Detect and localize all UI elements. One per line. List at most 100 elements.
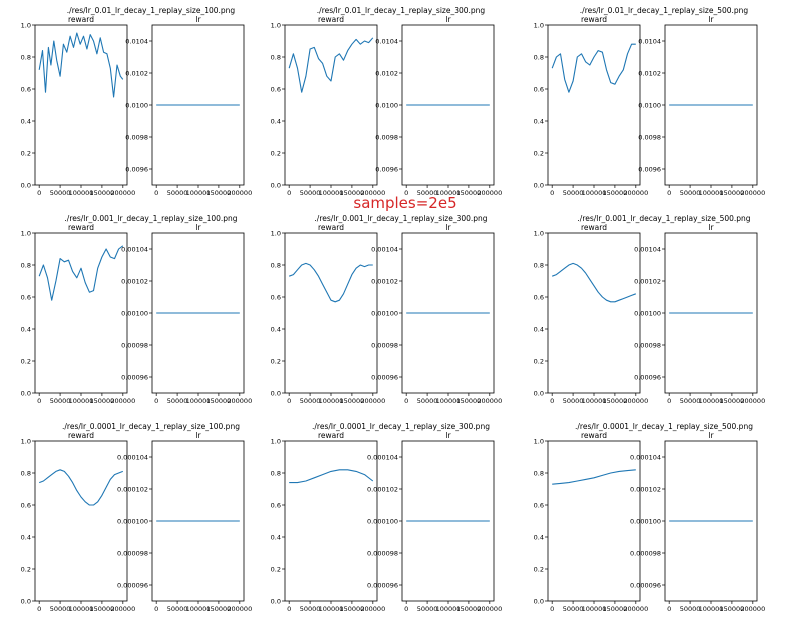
lr-ytick-label: 0.00100 [121, 309, 148, 317]
reward-ytick-label: 0.8 [271, 53, 281, 61]
reward-series-line [39, 469, 123, 506]
reward-ytick-label: 0.8 [271, 261, 281, 269]
reward-axes-frame [284, 24, 378, 186]
reward-series-line [552, 262, 636, 303]
reward-axes-frame [547, 232, 641, 394]
lr-ytick-label: 0.0098 [125, 133, 148, 141]
reward-xtick-label: 50000 [300, 397, 321, 405]
lr-ytick-label: 0.0102 [638, 69, 661, 77]
lr-subplot: lr 0.00096 0.00098 0.00100 0.00102 0.00104 0 50… [121, 223, 252, 405]
lr-ytick-label: 0.00100 [634, 309, 661, 317]
reward-ytick-label: 0.6 [271, 501, 281, 509]
panel-4: ./res/lr_0.001_lr_decay_1_replay_size_10… [21, 214, 253, 405]
reward-ytick-label: 0.2 [534, 149, 544, 157]
reward-title: reward [68, 15, 94, 24]
reward-xtick-label: 50000 [300, 189, 321, 197]
reward-ytick-label: 1.0 [21, 437, 31, 445]
reward-xtick-label: 200000 [360, 397, 385, 405]
reward-ytick-label: 0.0 [534, 181, 544, 189]
lr-ytick-label: 0.0098 [638, 133, 661, 141]
reward-xtick-label: 150000 [339, 189, 364, 197]
lr-xtick-label: 100000 [436, 189, 461, 197]
lr-ytick-label: 0.0100 [638, 101, 661, 109]
reward-subplot: reward 0.0 0.2 0.4 0.6 0.8 1.0 0 500001000001500… [534, 223, 649, 405]
reward-subplot: reward 0.0 0.2 0.4 0.6 0.8 1.0 0 500001000001500… [534, 15, 649, 197]
reward-xtick-label: 0 [287, 605, 291, 613]
lr-xtick-label: 0 [667, 605, 671, 613]
lr-ytick-label: 0.000100 [630, 517, 661, 525]
panel-5: ./res/lr_0.001_lr_decay_1_replay_size_30… [271, 214, 503, 405]
reward-ytick-label: 0.2 [21, 357, 31, 365]
panel-8: ./res/lr_0.0001_lr_decay_1_replay_size_3… [271, 422, 503, 613]
lr-ytick-label: 0.000098 [117, 549, 148, 557]
reward-xtick-label: 50000 [300, 605, 321, 613]
lr-ytick-label: 0.00104 [371, 245, 398, 253]
lr-ytick-label: 0.0100 [125, 101, 148, 109]
lr-subplot: lr 0.00096 0.00098 0.00100 0.00102 0.00104 0 50… [371, 223, 502, 405]
reward-xtick-label: 100000 [319, 605, 344, 613]
lr-xtick-label: 200000 [740, 397, 765, 405]
reward-ytick-label: 1.0 [534, 437, 544, 445]
lr-ytick-label: 0.000096 [117, 581, 148, 589]
reward-ytick-label: 0.4 [271, 325, 281, 333]
reward-xtick-label: 200000 [360, 189, 385, 197]
lr-ytick-label: 0.0096 [375, 165, 398, 173]
reward-xtick-label: 100000 [582, 397, 607, 405]
lr-subplot: lr 0.00096 0.00098 0.00100 0.00102 0.00104 0 50… [634, 223, 765, 405]
reward-ytick-label: 0.4 [21, 325, 31, 333]
lr-xtick-label: 50000 [680, 605, 701, 613]
lr-ytick-label: 0.00104 [121, 245, 148, 253]
lr-ytick-label: 0.000102 [367, 485, 398, 493]
lr-ytick-label: 0.00098 [121, 341, 148, 349]
lr-xtick-label: 200000 [477, 397, 502, 405]
panel-2: ./res/lr_0.01_lr_decay_1_replay_size_300… [271, 6, 503, 197]
reward-ytick-label: 0.0 [534, 597, 544, 605]
reward-ytick-label: 0.6 [534, 85, 544, 93]
reward-xtick-label: 50000 [50, 397, 71, 405]
lr-xtick-label: 200000 [477, 605, 502, 613]
lr-ytick-label: 0.00100 [371, 309, 398, 317]
reward-series-line [38, 245, 124, 301]
lr-xtick-label: 150000 [456, 397, 481, 405]
reward-series-line [552, 469, 636, 485]
lr-xtick-label: 200000 [740, 605, 765, 613]
reward-xtick-label: 150000 [602, 397, 627, 405]
reward-ytick-label: 1.0 [534, 229, 544, 237]
lr-title: lr [445, 223, 451, 232]
file-title: ./res/lr_0.001_lr_decay_1_replay_size_30… [314, 214, 487, 223]
lr-ytick-label: 0.00102 [634, 277, 661, 285]
lr-xtick-label: 50000 [167, 605, 188, 613]
reward-ytick-label: 0.0 [271, 389, 281, 397]
lr-subplot: lr 0.0096 0.0098 0.0100 0.0102 0.0104 0 5000010… [125, 15, 252, 197]
reward-title: reward [68, 431, 94, 440]
lr-xtick-label: 0 [154, 189, 158, 197]
reward-title: reward [318, 431, 344, 440]
lr-xtick-label: 50000 [417, 397, 438, 405]
reward-ytick-label: 0.8 [21, 261, 31, 269]
lr-xtick-label: 0 [667, 189, 671, 197]
reward-ytick-label: 0.2 [271, 149, 281, 157]
lr-xtick-label: 0 [154, 605, 158, 613]
reward-ytick-label: 0.8 [271, 469, 281, 477]
lr-xtick-label: 0 [404, 189, 408, 197]
reward-ytick-label: 0.0 [21, 597, 31, 605]
lr-ytick-label: 0.000104 [367, 453, 398, 461]
reward-ytick-label: 0.6 [534, 501, 544, 509]
lr-xtick-label: 50000 [417, 189, 438, 197]
lr-title: lr [195, 15, 201, 24]
reward-series-line [289, 469, 374, 484]
reward-axes-frame [34, 232, 128, 394]
reward-ytick-label: 0.4 [21, 117, 31, 125]
lr-title: lr [195, 223, 201, 232]
lr-xtick-label: 100000 [699, 605, 724, 613]
reward-ytick-label: 0.8 [21, 53, 31, 61]
reward-xtick-label: 150000 [89, 397, 114, 405]
reward-axes-frame [547, 24, 641, 186]
lr-ytick-label: 0.0100 [375, 101, 398, 109]
reward-ytick-label: 1.0 [271, 229, 281, 237]
reward-xtick-label: 0 [37, 397, 41, 405]
reward-xtick-label: 50000 [563, 189, 584, 197]
reward-ytick-label: 0.4 [534, 117, 544, 125]
lr-xtick-label: 150000 [206, 605, 231, 613]
reward-xtick-label: 50000 [563, 605, 584, 613]
